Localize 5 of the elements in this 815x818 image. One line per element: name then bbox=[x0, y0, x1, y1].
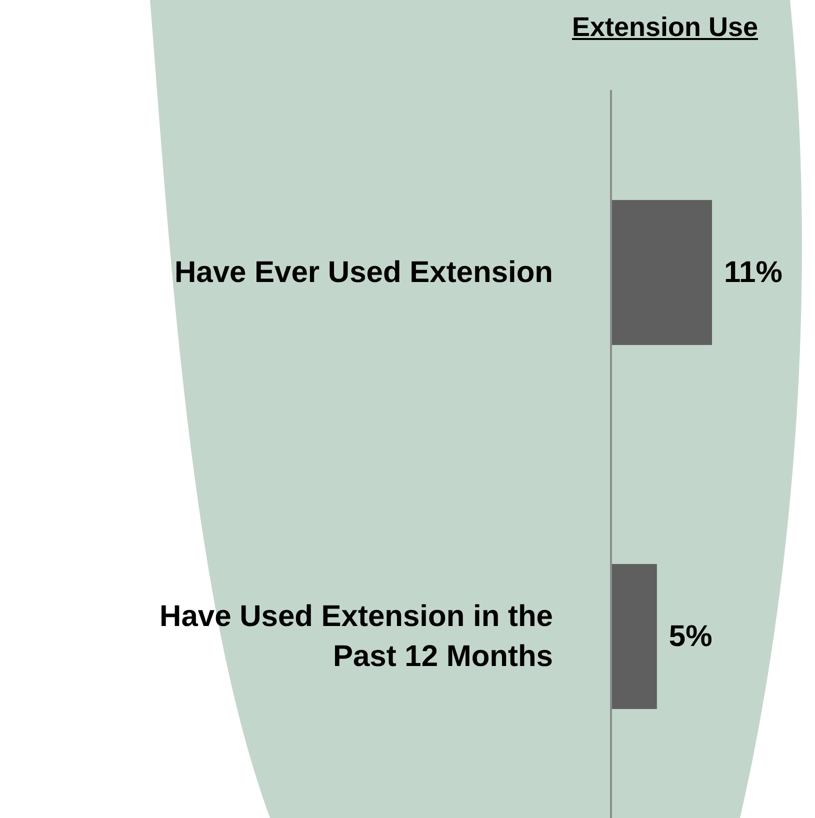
y-tick-label: Have Used Extension in the Past 12 Months bbox=[160, 600, 553, 672]
data-label: 5% bbox=[668, 620, 712, 653]
y-tick-label: Have Ever Used Extension bbox=[174, 256, 553, 288]
chart-title: Extension Use bbox=[570, 12, 760, 43]
data-label: 11% bbox=[724, 256, 782, 289]
